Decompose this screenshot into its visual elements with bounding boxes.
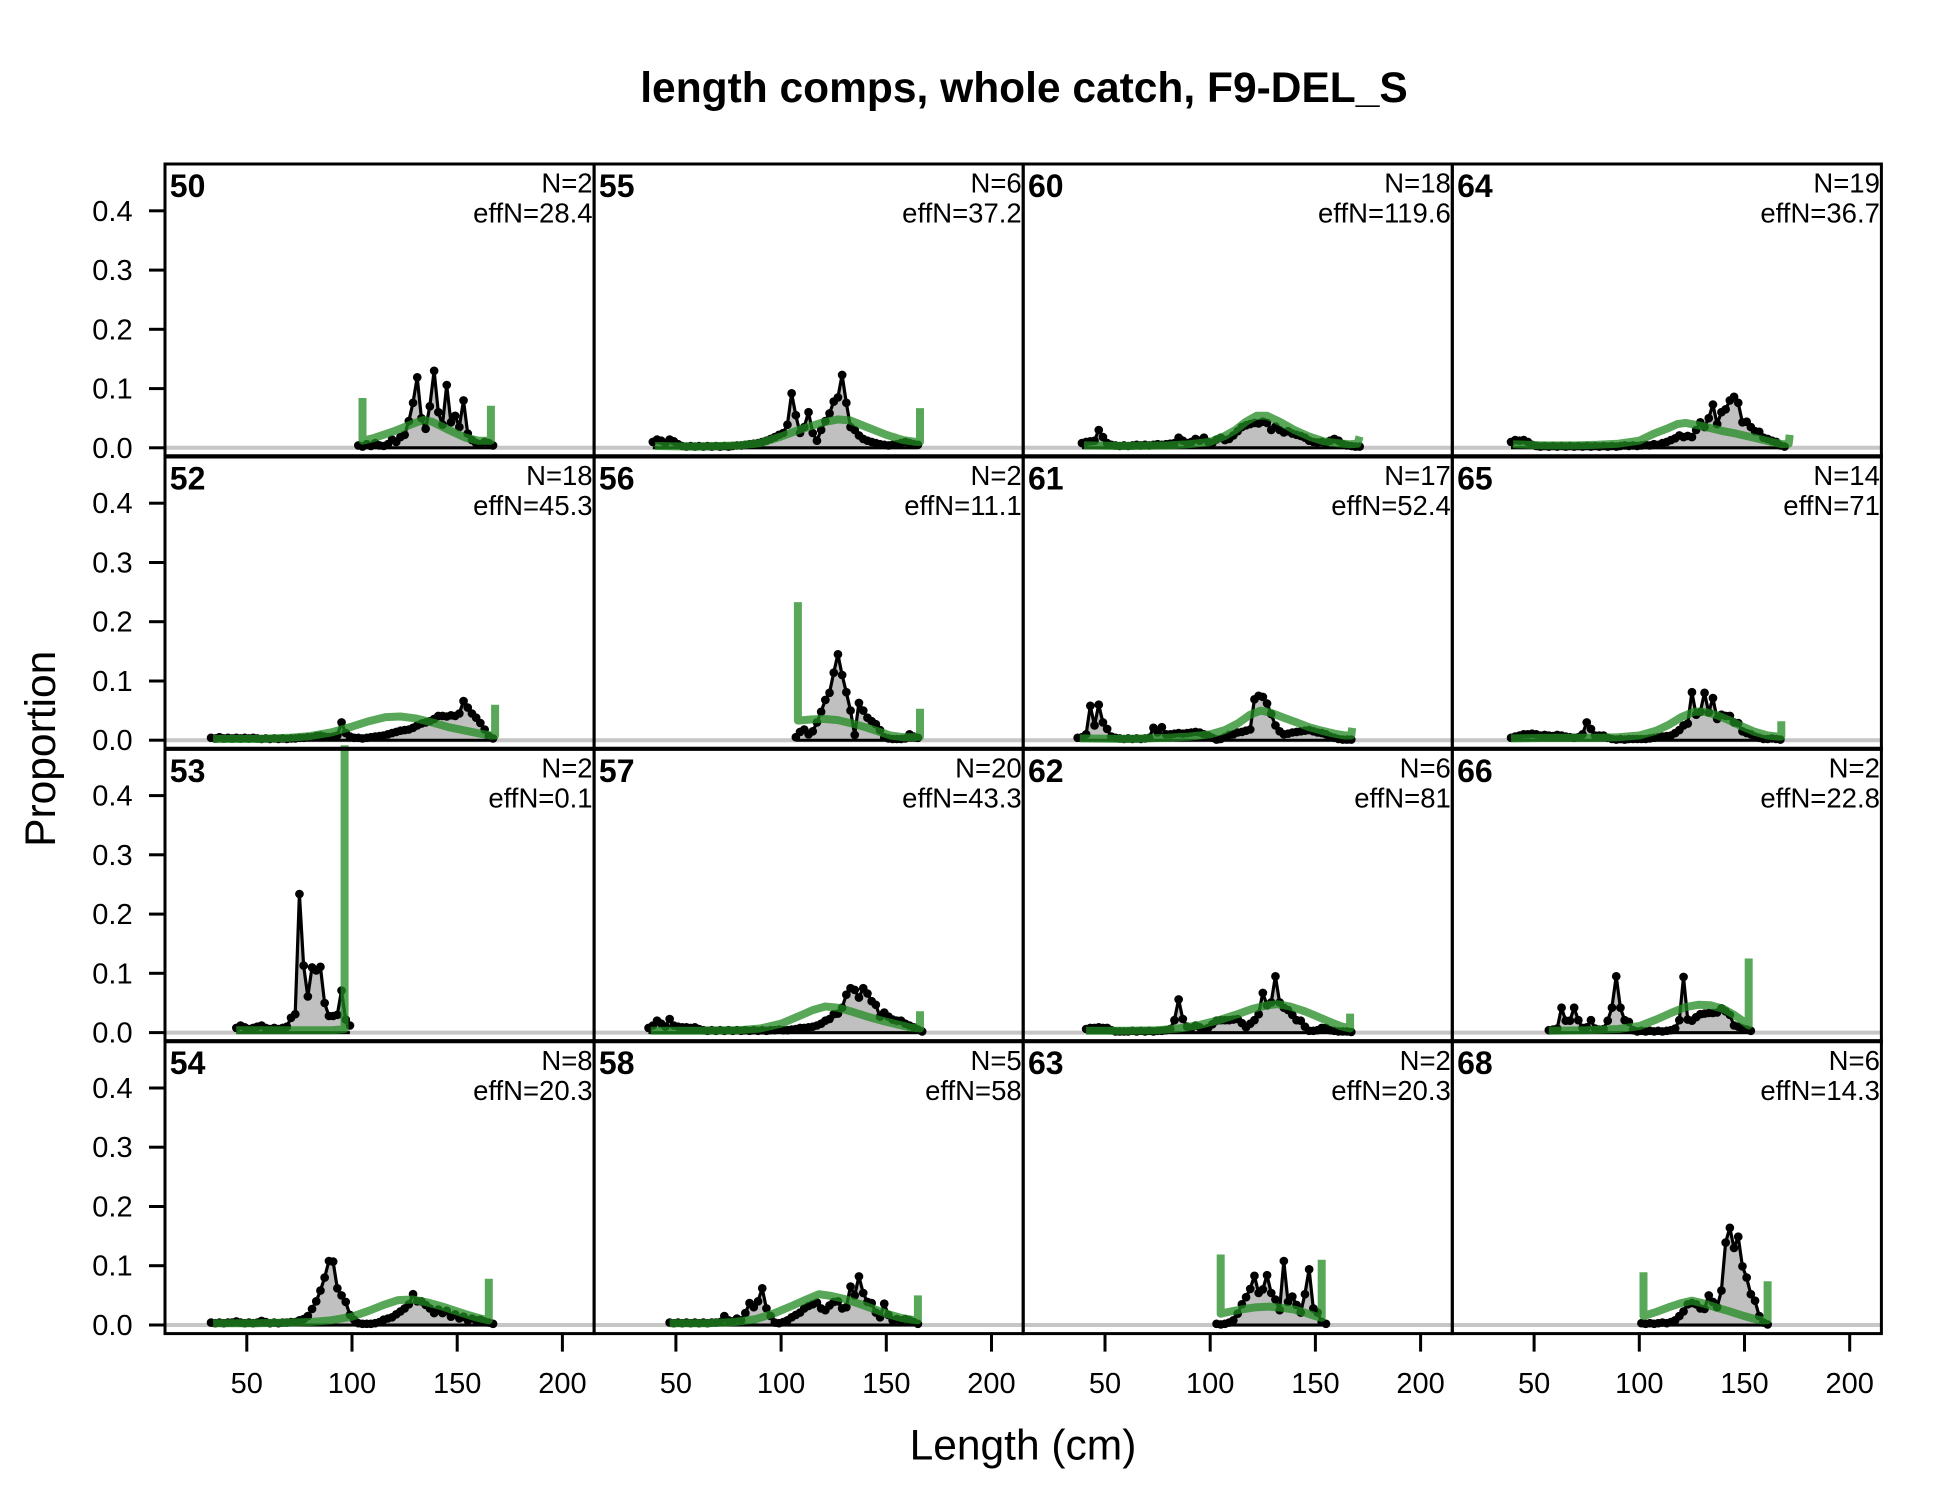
svg-text:0.4: 0.4 [92, 1073, 132, 1105]
svg-text:N=18: N=18 [1384, 168, 1451, 199]
svg-text:66: 66 [1457, 753, 1493, 789]
svg-text:52: 52 [170, 460, 206, 496]
svg-text:0.2: 0.2 [92, 314, 132, 346]
svg-text:50: 50 [1518, 1368, 1550, 1400]
svg-text:0.1: 0.1 [92, 666, 132, 698]
svg-text:0.4: 0.4 [92, 488, 132, 520]
svg-text:60: 60 [1028, 168, 1064, 204]
svg-text:57: 57 [599, 753, 635, 789]
svg-text:N=2: N=2 [970, 460, 1021, 491]
svg-text:N=18: N=18 [526, 460, 593, 491]
svg-text:100: 100 [757, 1368, 805, 1400]
svg-text:effN=119.6: effN=119.6 [1318, 198, 1451, 229]
svg-text:200: 200 [538, 1368, 586, 1400]
svg-text:effN=45.3: effN=45.3 [473, 490, 593, 521]
svg-text:effN=20.3: effN=20.3 [473, 1075, 593, 1106]
svg-text:0.0: 0.0 [92, 725, 132, 757]
svg-text:effN=71: effN=71 [1783, 490, 1880, 521]
svg-text:N=2: N=2 [541, 168, 592, 199]
svg-text:150: 150 [433, 1368, 481, 1400]
svg-text:0.2: 0.2 [92, 607, 132, 639]
svg-text:50: 50 [170, 168, 206, 204]
svg-text:N=6: N=6 [1829, 1045, 1880, 1076]
svg-text:64: 64 [1457, 168, 1493, 204]
svg-text:N=6: N=6 [1400, 753, 1451, 784]
svg-text:Proportion: Proportion [18, 651, 65, 847]
svg-text:effN=11.1: effN=11.1 [904, 490, 1021, 521]
svg-text:0.2: 0.2 [92, 1192, 132, 1224]
svg-text:effN=43.3: effN=43.3 [902, 783, 1022, 814]
svg-text:effN=22.8: effN=22.8 [1760, 783, 1880, 814]
svg-text:53: 53 [170, 753, 206, 789]
svg-text:N=14: N=14 [1813, 460, 1880, 491]
svg-text:150: 150 [1720, 1368, 1768, 1400]
svg-text:150: 150 [862, 1368, 910, 1400]
svg-text:length comps, whole catch, F9-: length comps, whole catch, F9-DEL_S [640, 65, 1408, 112]
svg-text:effN=36.7: effN=36.7 [1760, 198, 1880, 229]
svg-text:0.3: 0.3 [92, 548, 132, 580]
svg-text:effN=81: effN=81 [1354, 783, 1451, 814]
svg-text:68: 68 [1457, 1045, 1493, 1081]
svg-text:effN=37.2: effN=37.2 [902, 198, 1022, 229]
svg-text:56: 56 [599, 460, 635, 496]
svg-text:62: 62 [1028, 753, 1064, 789]
svg-text:0.1: 0.1 [92, 958, 132, 990]
svg-text:0.1: 0.1 [92, 1251, 132, 1283]
svg-text:N=6: N=6 [970, 168, 1021, 199]
svg-text:0.3: 0.3 [92, 840, 132, 872]
svg-text:50: 50 [1089, 1368, 1121, 1400]
svg-text:0.4: 0.4 [92, 781, 132, 813]
svg-text:0.0: 0.0 [92, 433, 132, 465]
svg-text:N=20: N=20 [955, 753, 1022, 784]
svg-text:150: 150 [1291, 1368, 1339, 1400]
svg-text:effN=0.1: effN=0.1 [488, 783, 592, 814]
svg-text:effN=20.3: effN=20.3 [1331, 1075, 1451, 1106]
svg-text:0.3: 0.3 [92, 1132, 132, 1164]
svg-text:55: 55 [599, 168, 635, 204]
svg-text:0.1: 0.1 [92, 374, 132, 406]
svg-text:61: 61 [1028, 460, 1064, 496]
svg-text:0.3: 0.3 [92, 255, 132, 287]
svg-text:N=2: N=2 [541, 753, 592, 784]
svg-text:200: 200 [1396, 1368, 1444, 1400]
svg-text:N=19: N=19 [1813, 168, 1880, 199]
svg-text:63: 63 [1028, 1045, 1064, 1081]
svg-text:effN=14.3: effN=14.3 [1760, 1075, 1880, 1106]
svg-text:65: 65 [1457, 460, 1493, 496]
svg-text:200: 200 [1826, 1368, 1874, 1400]
svg-text:N=8: N=8 [541, 1045, 592, 1076]
svg-text:50: 50 [231, 1368, 263, 1400]
svg-text:N=5: N=5 [970, 1045, 1021, 1076]
svg-text:0.0: 0.0 [92, 1018, 132, 1050]
svg-text:effN=52.4: effN=52.4 [1331, 490, 1451, 521]
svg-text:58: 58 [599, 1045, 635, 1081]
svg-text:200: 200 [967, 1368, 1015, 1400]
svg-text:Length (cm): Length (cm) [910, 1423, 1137, 1470]
svg-text:0.4: 0.4 [92, 196, 132, 228]
svg-text:effN=28.4: effN=28.4 [473, 198, 593, 229]
svg-text:100: 100 [1186, 1368, 1234, 1400]
svg-text:0.2: 0.2 [92, 899, 132, 931]
svg-text:50: 50 [660, 1368, 692, 1400]
svg-text:N=2: N=2 [1829, 753, 1880, 784]
svg-text:100: 100 [328, 1368, 376, 1400]
svg-text:N=2: N=2 [1400, 1045, 1451, 1076]
svg-text:100: 100 [1615, 1368, 1663, 1400]
svg-text:N=17: N=17 [1384, 460, 1451, 491]
svg-text:effN=58: effN=58 [925, 1075, 1022, 1106]
svg-text:0.0: 0.0 [92, 1310, 132, 1342]
svg-text:54: 54 [170, 1045, 206, 1081]
